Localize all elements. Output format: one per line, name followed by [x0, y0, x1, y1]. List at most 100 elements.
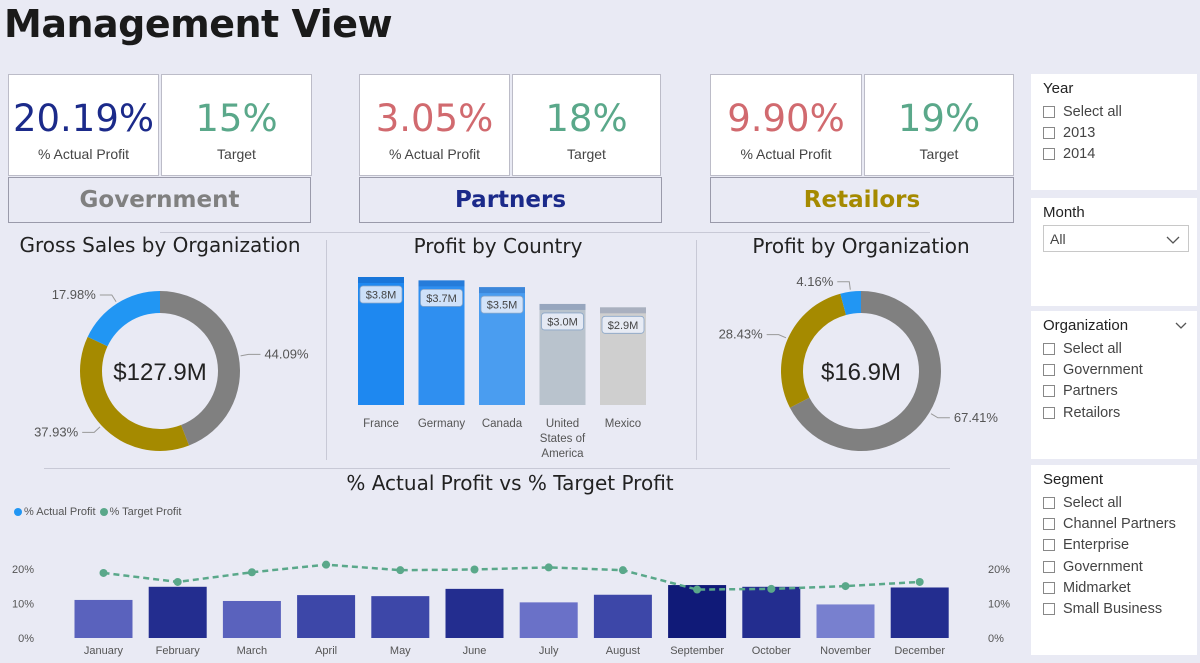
- y-tick-right: 10%: [988, 598, 1010, 610]
- column-divider: [326, 240, 327, 460]
- slicer-option[interactable]: Government: [1043, 359, 1197, 380]
- category-label: Canada: [482, 418, 523, 430]
- legend-dot-icon: [14, 508, 22, 516]
- donut-center-value: $127.9M: [113, 359, 206, 386]
- checkbox[interactable]: [1043, 148, 1055, 161]
- target-profit-point[interactable]: [173, 577, 182, 586]
- slicer-option[interactable]: Enterprise: [1043, 535, 1197, 556]
- actual-profit-bar[interactable]: [148, 586, 207, 638]
- y-tick-left: 10%: [12, 598, 34, 610]
- kpi-value: 3.05%: [375, 97, 494, 140]
- slicer-header: Segment: [1043, 471, 1104, 488]
- legend-item-actual[interactable]: % Actual Profit: [14, 506, 96, 518]
- target-profit-point[interactable]: [247, 568, 256, 577]
- actual-profit-bar[interactable]: [890, 587, 949, 638]
- target-profit-point[interactable]: [99, 568, 108, 577]
- profit-by-country-title: Profit by Country: [413, 234, 583, 258]
- donut-slice[interactable]: [781, 293, 847, 408]
- organization-slicer: Organization Select all Government Partner…: [1031, 311, 1197, 459]
- slicer-option[interactable]: Government: [1043, 556, 1197, 577]
- target-profit-point[interactable]: [841, 582, 850, 591]
- option-label: 2013: [1063, 124, 1096, 141]
- section-divider: [44, 468, 950, 469]
- checkbox[interactable]: [1043, 105, 1055, 118]
- option-label: Government: [1063, 558, 1143, 575]
- donut-slice[interactable]: [160, 291, 240, 446]
- actual-profit-bar[interactable]: [816, 604, 875, 638]
- target-profit-point[interactable]: [544, 563, 553, 572]
- option-label: Retailors: [1063, 404, 1121, 421]
- checkbox[interactable]: [1043, 385, 1055, 398]
- checkbox[interactable]: [1043, 581, 1055, 594]
- actual-profit-bar[interactable]: [742, 586, 801, 638]
- slicer-option[interactable]: Channel Partners: [1043, 513, 1197, 534]
- data-label-box: [601, 315, 645, 334]
- target-profit-point[interactable]: [322, 560, 331, 569]
- slicer-option[interactable]: Partners: [1043, 381, 1197, 402]
- actual-profit-bar[interactable]: [222, 600, 281, 638]
- kpi-caption: % Actual Profit: [37, 146, 130, 162]
- profit-by-country-chart: $3.8M France $3.7M Germany $3.5M Canada $3.0M U…: [358, 277, 646, 460]
- partners-label: Partners: [359, 177, 662, 223]
- actual-profit-bar[interactable]: [519, 602, 578, 638]
- checkbox[interactable]: [1043, 363, 1055, 376]
- slicer-option[interactable]: 2014: [1043, 144, 1197, 165]
- slice-label: 67.41%: [954, 410, 999, 425]
- slicer-option[interactable]: 2013: [1043, 122, 1197, 143]
- checkbox[interactable]: [1043, 496, 1055, 509]
- page-title: Management View: [4, 2, 393, 46]
- slicer-option[interactable]: Small Business: [1043, 598, 1197, 619]
- option-label: Select all: [1063, 340, 1122, 357]
- target-profit-point[interactable]: [915, 577, 924, 586]
- leader-line: [99, 294, 117, 303]
- actual-profit-bar[interactable]: [445, 588, 504, 638]
- month-label: May: [390, 645, 411, 657]
- actual-profit-bar[interactable]: [593, 594, 652, 638]
- checkbox[interactable]: [1043, 560, 1055, 573]
- profit-by-organization-title: Profit by Organization: [752, 234, 970, 258]
- legend-item-target[interactable]: % Target Profit: [99, 506, 182, 518]
- option-label: Government: [1063, 361, 1143, 378]
- target-profit-point[interactable]: [767, 584, 776, 593]
- slicer-option[interactable]: Select all: [1043, 101, 1197, 122]
- month-dropdown[interactable]: All: [1043, 225, 1189, 252]
- slicer-option[interactable]: Midmarket: [1043, 577, 1197, 598]
- donut-slice[interactable]: [87, 291, 160, 347]
- slicer-option[interactable]: Retailors: [1043, 402, 1197, 423]
- donut-slice[interactable]: [79, 336, 190, 451]
- y-tick-right: 20%: [988, 564, 1010, 576]
- checkbox[interactable]: [1043, 517, 1055, 530]
- target-profit-point[interactable]: [618, 566, 627, 575]
- option-label: Channel Partners: [1063, 515, 1176, 532]
- target-profit-point[interactable]: [470, 565, 479, 574]
- bar-cap: [539, 303, 586, 310]
- option-label: Partners: [1063, 383, 1118, 400]
- slicer-header: Year: [1043, 80, 1074, 97]
- month-label: February: [156, 645, 201, 657]
- slice-label: 44.09%: [264, 346, 309, 361]
- slicer-option[interactable]: Select all: [1043, 338, 1197, 359]
- y-tick-left: 20%: [12, 564, 34, 576]
- chevron-down-icon: [1166, 231, 1180, 247]
- target-profit-point[interactable]: [693, 585, 702, 594]
- option-label: Small Business: [1063, 601, 1163, 618]
- checkbox[interactable]: [1043, 406, 1055, 419]
- actual-vs-target-title: % Actual Profit vs % Target Profit: [346, 471, 674, 495]
- slicer-option[interactable]: Select all: [1043, 492, 1197, 513]
- actual-profit-bar[interactable]: [371, 596, 430, 638]
- checkbox[interactable]: [1043, 539, 1055, 552]
- actual-profit-bar[interactable]: [297, 595, 356, 638]
- target-profit-point[interactable]: [396, 566, 405, 575]
- chevron-down-icon[interactable]: [1175, 317, 1187, 334]
- kpi-caption: Target: [217, 146, 256, 162]
- checkbox[interactable]: [1043, 603, 1055, 616]
- legend-label: % Actual Profit: [24, 506, 96, 518]
- checkbox[interactable]: [1043, 126, 1055, 139]
- checkbox[interactable]: [1043, 342, 1055, 355]
- government-label: Government: [8, 177, 311, 223]
- kpi-caption: % Actual Profit: [388, 146, 481, 162]
- actual-profit-bar[interactable]: [668, 585, 727, 638]
- donut-slice[interactable]: [789, 291, 941, 451]
- donut-slice[interactable]: [840, 291, 861, 315]
- actual-profit-bar[interactable]: [74, 599, 133, 638]
